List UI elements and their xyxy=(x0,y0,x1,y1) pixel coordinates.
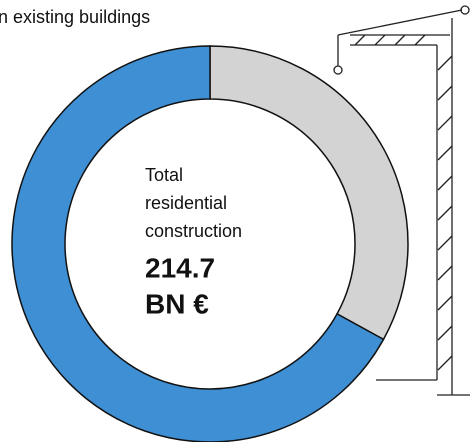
unit: BN € xyxy=(145,288,209,319)
center-text: construction xyxy=(145,221,242,241)
crane-drawing xyxy=(333,5,470,396)
donut-segment xyxy=(11,45,385,442)
label: n existing buildings xyxy=(0,7,150,27)
center-text: Total xyxy=(145,165,183,185)
donut xyxy=(11,45,409,442)
donut-segment xyxy=(209,45,409,341)
center-text: residential xyxy=(145,193,227,213)
total: 214.7 xyxy=(145,252,215,283)
